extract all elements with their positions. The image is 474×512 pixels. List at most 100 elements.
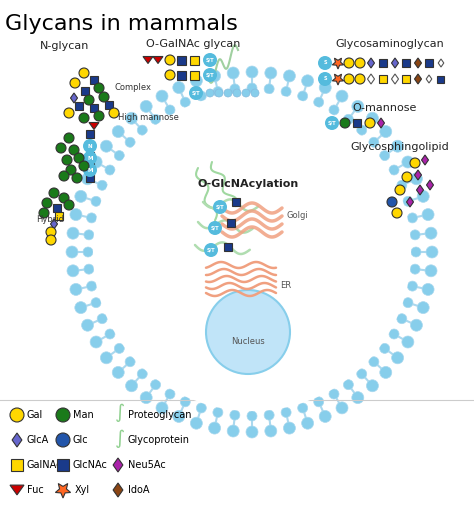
Circle shape [389,165,399,175]
Circle shape [227,425,239,437]
Circle shape [94,111,104,121]
Text: Complex: Complex [115,83,152,93]
Bar [11,459,23,471]
Circle shape [417,190,429,202]
Text: Neu5Ac: Neu5Ac [128,460,166,470]
Circle shape [265,67,277,79]
Circle shape [203,68,217,82]
Polygon shape [55,483,71,498]
Circle shape [392,208,402,218]
Circle shape [380,344,390,353]
Circle shape [410,319,422,331]
Circle shape [105,165,115,175]
Text: M: M [87,167,93,173]
Text: N: N [88,143,92,148]
Polygon shape [427,180,434,190]
Bar [53,204,61,212]
Circle shape [83,163,97,177]
Text: S/T: S/T [216,204,224,209]
Circle shape [70,284,82,295]
Bar [86,174,94,182]
Circle shape [355,58,365,68]
Text: Fuc: Fuc [27,485,44,495]
Bar [402,59,410,67]
Circle shape [213,200,227,214]
Circle shape [336,402,348,414]
Bar [90,76,98,84]
Circle shape [340,118,350,128]
Circle shape [99,92,109,102]
Bar [353,119,361,127]
Text: GlcNAc: GlcNAc [73,460,108,470]
Text: S/T: S/T [206,57,214,62]
Circle shape [298,91,308,101]
Circle shape [264,84,274,94]
Polygon shape [438,59,444,67]
Text: Glycoprotein: Glycoprotein [128,435,190,445]
Circle shape [325,116,339,130]
Polygon shape [153,56,163,63]
Polygon shape [377,118,384,128]
Circle shape [227,67,239,79]
Circle shape [109,108,119,118]
Circle shape [64,108,74,118]
Circle shape [75,302,87,314]
Circle shape [165,55,175,65]
Circle shape [343,114,354,124]
Text: Proteoglycan: Proteoglycan [128,410,191,420]
Circle shape [66,246,78,258]
Circle shape [395,185,405,195]
Circle shape [369,357,379,367]
Bar [177,71,186,79]
Circle shape [213,408,223,417]
Circle shape [425,265,437,277]
Polygon shape [426,75,432,83]
Circle shape [301,75,314,87]
Circle shape [42,198,52,208]
Circle shape [224,89,232,97]
Circle shape [318,56,332,70]
Circle shape [137,125,147,135]
Circle shape [352,392,364,403]
Polygon shape [392,58,399,68]
Circle shape [140,392,152,403]
Polygon shape [143,56,153,63]
Bar [224,243,232,251]
Text: O-GlcNAcylation: O-GlcNAcylation [197,179,299,189]
Circle shape [93,93,411,411]
Circle shape [94,83,104,93]
Circle shape [84,230,94,240]
Circle shape [314,97,324,107]
Bar [90,104,98,112]
Circle shape [82,173,93,185]
Circle shape [203,53,217,67]
Text: GalNAc: GalNAc [27,460,63,470]
Circle shape [242,89,250,97]
Text: Glycosphingolipid: Glycosphingolipid [351,142,449,152]
Circle shape [389,329,399,339]
Circle shape [83,247,93,257]
Polygon shape [407,197,413,207]
Circle shape [233,89,241,97]
Circle shape [173,81,185,94]
Text: GlcA: GlcA [27,435,49,445]
Circle shape [72,173,82,183]
Circle shape [46,235,56,245]
Circle shape [264,410,274,420]
Polygon shape [367,58,374,68]
Circle shape [66,165,76,175]
Circle shape [62,155,72,165]
Circle shape [151,114,161,124]
Text: N-glycan: N-glycan [40,41,90,51]
Circle shape [156,402,168,414]
Circle shape [165,70,175,80]
Circle shape [165,105,175,115]
Circle shape [417,302,429,314]
Text: O-GalNAc glycan: O-GalNAc glycan [146,39,240,49]
Circle shape [410,264,420,274]
Circle shape [91,196,101,206]
Text: Glycans in mammals: Glycans in mammals [5,14,238,34]
Text: S: S [323,76,327,81]
Circle shape [67,227,79,239]
Polygon shape [113,458,123,472]
